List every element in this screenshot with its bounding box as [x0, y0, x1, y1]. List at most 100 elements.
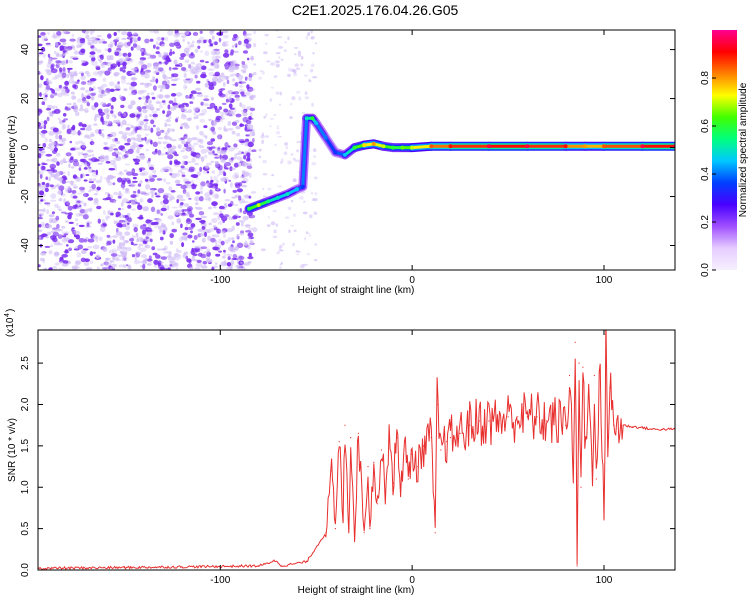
snr-point: [417, 466, 419, 468]
track-point: [275, 195, 280, 200]
y-tick-label: 0: [20, 144, 31, 150]
track-point: [352, 145, 357, 150]
track-point: [343, 152, 347, 157]
track-point: [362, 143, 367, 148]
x-tick-label: 100: [596, 275, 613, 286]
track-point: [429, 144, 434, 149]
y-tick-label: 2.5: [20, 356, 31, 370]
snr-point: [607, 445, 609, 447]
x-tick-label: -100: [210, 575, 230, 586]
snr-point: [459, 432, 461, 434]
snr-point: [632, 426, 634, 428]
snr-point: [661, 428, 663, 430]
snr-point: [536, 416, 538, 418]
track-point: [525, 144, 530, 149]
snr-point: [354, 536, 356, 538]
snr-point: [407, 478, 409, 480]
snr-point: [574, 341, 576, 343]
y-tick-label: 1.5: [20, 438, 31, 452]
y-tick-label: 2.0: [20, 397, 31, 411]
snr-point: [281, 565, 283, 567]
spectrogram-panel: -100 0 100 -40 -20 0 20 40 Height of straight l…: [7, 29, 676, 296]
snr-point: [578, 362, 580, 364]
snr-marks: [38, 330, 675, 570]
snr-point: [572, 470, 574, 472]
snr-point: [555, 420, 557, 422]
spectrogram-marks: [38, 30, 675, 270]
snr-point: [344, 424, 346, 426]
track-point: [323, 135, 328, 140]
track-point: [381, 144, 386, 149]
snr-point: [599, 370, 601, 372]
snr-plot-area: [38, 330, 675, 570]
snr-frame: [37, 329, 676, 571]
snr-point: [367, 466, 369, 468]
snr-point: [488, 420, 490, 422]
y-tick-label: -40: [20, 238, 31, 253]
snr-point: [423, 445, 425, 447]
track-point: [266, 199, 271, 204]
snr-point: [338, 441, 340, 443]
y-tick-label: 0.0: [20, 563, 31, 577]
snr-xlabel: Height of straight line (km): [298, 585, 415, 596]
snr-series-line: [38, 330, 675, 570]
snr-multiplier: (x10 4 ): [4, 309, 16, 337]
snr-point: [545, 420, 548, 422]
spectrogram-ylabel: Frequency (Hz): [7, 116, 18, 185]
snr-point: [584, 445, 586, 447]
snr-point: [497, 420, 500, 422]
track-point: [400, 145, 405, 150]
snr-point: [469, 424, 471, 426]
snr-point: [400, 486, 402, 488]
colorbar-label: Normalized spectral amplitude: [738, 82, 749, 217]
colorbar-tick-label: 0.6: [700, 119, 711, 133]
snr-point: [348, 528, 350, 530]
colorbar-tick-label: 0.8: [700, 71, 711, 85]
snr-point: [325, 532, 327, 534]
snr-point: [334, 528, 336, 530]
snr-point: [258, 565, 260, 567]
track-point: [295, 187, 299, 192]
snr-point: [357, 432, 359, 434]
colorbar-tick-label: 0.0: [700, 263, 711, 277]
track-point: [304, 116, 309, 121]
x-tick-label: -100: [210, 275, 230, 286]
snr-point: [373, 461, 375, 463]
snr-point: [434, 532, 436, 534]
track-point: [247, 206, 252, 211]
snr-point: [568, 374, 571, 377]
snr-point: [446, 441, 448, 443]
svg-text:(x10: (x10: [5, 317, 16, 337]
snr-point: [593, 374, 596, 377]
snr-point: [384, 490, 386, 492]
track-point: [448, 144, 453, 149]
snr-point: [641, 427, 644, 429]
spectrogram-frame: [37, 29, 676, 271]
track-point: [333, 150, 338, 155]
snr-point: [377, 503, 379, 505]
figure-title: C2E1.2025.176.04.26.G05: [292, 2, 459, 18]
snr-point: [200, 566, 202, 568]
snr-point: [565, 424, 567, 426]
track-point: [582, 144, 587, 149]
track-point: [256, 203, 261, 208]
snr-point: [580, 486, 582, 488]
spectrogram-ticks: -100 0 100 -40 -20 0 20 40: [20, 30, 675, 286]
track-point: [300, 184, 305, 189]
snr-point: [380, 449, 382, 451]
snr-point: [363, 532, 365, 534]
snr-point: [595, 478, 597, 480]
snr-point: [609, 387, 611, 389]
snr-point: [342, 519, 344, 521]
feature-track: [244, 113, 675, 214]
snr-point: [396, 437, 398, 439]
track-point: [371, 141, 376, 146]
snr-point: [369, 528, 371, 530]
track-point: [602, 144, 606, 149]
snr-point: [613, 424, 615, 426]
track-point: [410, 145, 415, 150]
snr-point: [449, 437, 452, 439]
x-tick-label: 0: [409, 275, 415, 286]
snr-point: [440, 449, 442, 451]
y-tick-label: 40: [20, 44, 31, 56]
